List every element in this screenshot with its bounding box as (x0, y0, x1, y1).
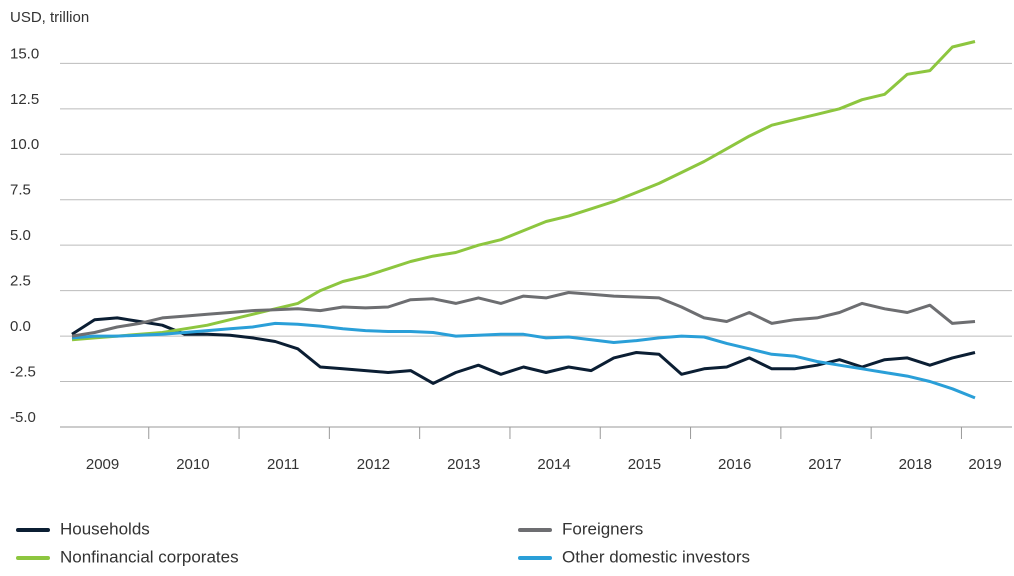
x-tick-label: 2014 (537, 456, 570, 473)
x-tick-label: 2017 (808, 456, 841, 473)
y-tick-label: 10.0 (10, 136, 39, 153)
x-tick-label: 2018 (899, 456, 932, 473)
series-line (71, 316, 976, 385)
x-tick-label: 2010 (176, 456, 209, 473)
x-tick-label: 2016 (718, 456, 751, 473)
y-tick-label: 2.5 (10, 273, 31, 290)
y-tick-label: 0.0 (10, 318, 31, 335)
y-tick-label: 15.0 (10, 45, 39, 62)
y-tick-label: -5.0 (10, 409, 36, 426)
x-tick-label: 2009 (86, 456, 119, 473)
x-tick-label: 2019 (968, 456, 1001, 473)
y-tick-label: 5.0 (10, 227, 31, 244)
x-tick-label: 2013 (447, 456, 480, 473)
legend-label: Other domestic investors (562, 547, 750, 566)
legend-label: Households (60, 519, 150, 538)
legend-label: Nonfinancial corporates (60, 547, 239, 566)
legend-label: Foreigners (562, 519, 643, 538)
x-tick-label: 2011 (267, 456, 299, 473)
x-tick-label: 2015 (628, 456, 661, 473)
y-tick-label: 7.5 (10, 182, 31, 199)
series-line (71, 321, 976, 400)
y-tick-label: -2.5 (10, 364, 36, 381)
series-line (71, 40, 976, 342)
series-line (71, 291, 976, 338)
x-tick-label: 2012 (357, 456, 390, 473)
y-tick-label: 12.5 (10, 91, 39, 108)
y-axis-label: USD, trillion (10, 9, 89, 26)
